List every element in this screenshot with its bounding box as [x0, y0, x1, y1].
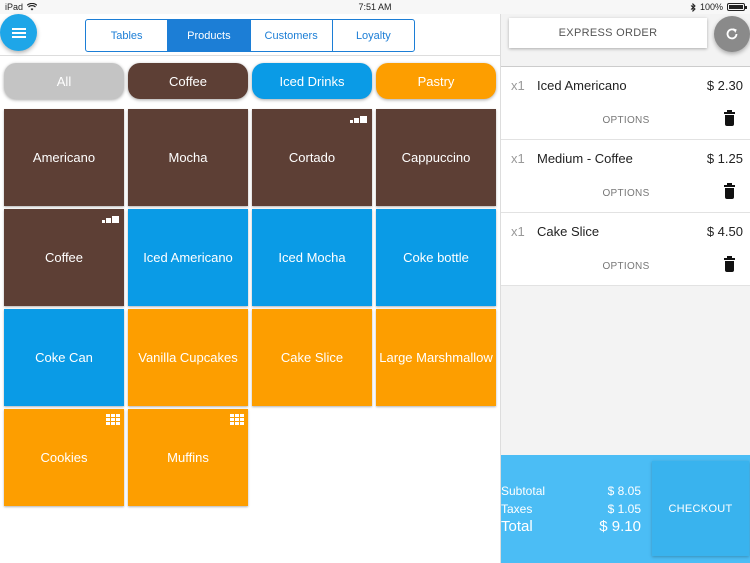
category-coffee[interactable]: Coffee [128, 63, 248, 99]
product-tile[interactable]: Iced Mocha [252, 209, 372, 306]
product-tile[interactable]: Coke Can [4, 309, 124, 406]
product-label: Coffee [44, 250, 84, 265]
product-label: Iced Mocha [278, 250, 346, 265]
product-label: Americano [32, 150, 96, 165]
order-item-name: Iced Americano [537, 78, 627, 93]
battery-icon [727, 3, 747, 11]
product-label: Coke bottle [403, 250, 469, 265]
product-tile[interactable]: Cake Slice [252, 309, 372, 406]
trash-icon[interactable] [724, 183, 735, 199]
order-panel: EXPRESS ORDER x1 Iced Americano $ 2.30 OPTI… [500, 14, 750, 563]
product-label: Mocha [168, 150, 208, 165]
trash-icon[interactable] [724, 256, 735, 272]
order-list: x1 Iced Americano $ 2.30 OPTIONS x1 Medium - … [501, 67, 750, 286]
order-item-qty: x1 [511, 151, 525, 166]
totals-panel: Subtotal $ 8.05 Taxes $ 1.05 Total $ 9.1… [501, 455, 750, 563]
menu-button[interactable] [0, 14, 37, 51]
express-order-button[interactable]: EXPRESS ORDER [509, 18, 707, 48]
product-tile[interactable]: Cortado [252, 109, 372, 206]
product-tile[interactable]: Cappuccino [376, 109, 496, 206]
order-item-name: Cake Slice [537, 224, 600, 239]
options-button[interactable]: OPTIONS [602, 261, 650, 272]
tab-customers[interactable]: Customers [251, 20, 333, 51]
category-pastry[interactable]: Pastry [376, 63, 496, 99]
product-label: Cookies [40, 450, 88, 465]
hamburger-icon [11, 27, 26, 38]
category-filter: All Coffee Iced Drinks Pastry [4, 63, 496, 99]
product-grid: Americano Mocha Cortado Cappuccino Coffee Ice… [4, 109, 497, 506]
order-item-price: $ 4.50 [706, 224, 743, 239]
order-item-qty: x1 [511, 224, 525, 239]
options-button[interactable]: OPTIONS [602, 188, 650, 199]
order-item-qty: x1 [511, 78, 525, 93]
total-label: Total [501, 518, 533, 535]
clock: 7:51 AM [358, 2, 392, 12]
product-tile[interactable]: Coffee [4, 209, 124, 306]
product-tile[interactable]: Muffins [128, 409, 248, 506]
product-tile[interactable]: Coke bottle [376, 209, 496, 306]
subtotal-label: Subtotal [501, 484, 546, 498]
category-iced-drinks[interactable]: Iced Drinks [252, 63, 372, 99]
product-tile[interactable]: Cookies [4, 409, 124, 506]
product-label: Cortado [288, 150, 336, 165]
size-icon [102, 216, 119, 223]
tab-loyalty[interactable]: Loyalty [355, 29, 391, 42]
product-label: Large Marshmallow [379, 350, 493, 365]
options-button[interactable]: OPTIONS [602, 115, 650, 126]
main-nav-tabs: Tables Products Customers Loyalty [85, 19, 415, 52]
product-label: Muffins [167, 450, 209, 465]
product-label: Iced Americano [143, 250, 233, 265]
product-label: Cappuccino [401, 150, 471, 165]
taxes-value: $ 1.05 [607, 502, 641, 516]
checkout-button[interactable]: CHECKOUT [652, 461, 749, 556]
refresh-button[interactable] [714, 16, 750, 52]
product-tile[interactable]: Large Marshmallow [376, 309, 496, 406]
trash-icon[interactable] [724, 110, 735, 126]
order-item[interactable]: x1 Medium - Coffee $ 1.25 OPTIONS [501, 140, 750, 213]
device-label: iPad [5, 2, 24, 12]
product-tile[interactable]: Mocha [128, 109, 248, 206]
taxes-label: Taxes [501, 502, 533, 516]
battery-percent: 100% [699, 2, 723, 12]
product-label: Vanilla Cupcakes [138, 350, 238, 365]
product-tile[interactable]: Americano [4, 109, 124, 206]
order-item[interactable]: x1 Cake Slice $ 4.50 OPTIONS [501, 213, 750, 286]
grid-icon [106, 414, 120, 426]
divider [501, 66, 750, 67]
order-item[interactable]: x1 Iced Americano $ 2.30 OPTIONS [501, 67, 750, 140]
order-item-price: $ 2.30 [706, 78, 743, 93]
product-tile[interactable]: Iced Americano [128, 209, 248, 306]
wifi-icon [27, 3, 38, 11]
total-value: $ 9.10 [599, 518, 641, 535]
grid-icon [230, 414, 244, 426]
products-panel: Tables Products Customers Loyalty All Coffee… [0, 14, 500, 563]
divider [0, 55, 500, 56]
product-tile[interactable]: Vanilla Cupcakes [128, 309, 248, 406]
category-all[interactable]: All [4, 63, 124, 99]
tab-tables[interactable]: Tables [86, 20, 169, 51]
order-item-price: $ 1.25 [706, 151, 743, 166]
order-item-name: Medium - Coffee [537, 151, 633, 166]
status-bar: iPad 7:51 AM 100% [0, 0, 750, 14]
refresh-icon [726, 28, 738, 40]
product-label: Cake Slice [280, 350, 344, 365]
product-label: Coke Can [35, 350, 93, 365]
tab-products[interactable]: Products [168, 20, 251, 51]
bluetooth-icon [690, 2, 696, 12]
subtotal-value: $ 8.05 [607, 484, 641, 498]
size-icon [350, 116, 367, 123]
